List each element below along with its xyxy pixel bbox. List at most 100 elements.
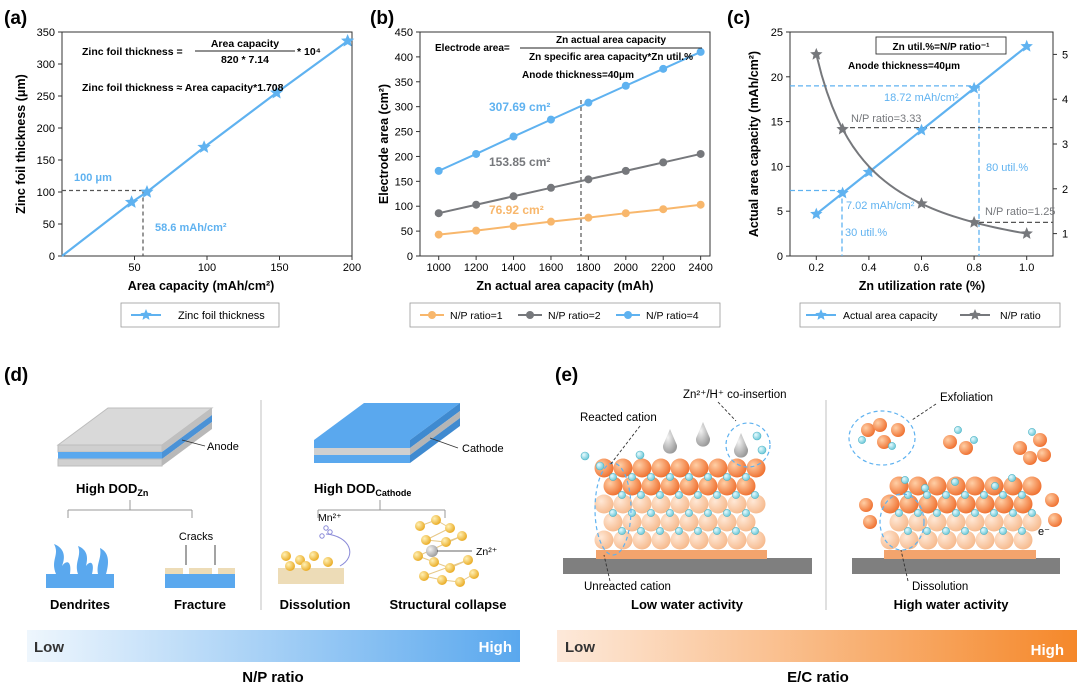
chart-b-xtick-label: 1600 <box>539 262 563 274</box>
chart-b-xtick-label: 1200 <box>464 262 488 274</box>
cathode-slab <box>314 403 460 463</box>
cathode-cation <box>594 530 614 550</box>
chart-a-point <box>269 85 284 99</box>
chart-b-formula-den: Zn specific area capacity*Zn util.% <box>529 52 693 63</box>
cathode-cation <box>937 530 957 550</box>
proton-ion <box>858 436 866 444</box>
lattice-atom <box>445 523 455 533</box>
exfoliated-particles <box>858 418 1062 529</box>
chart-c-np-point <box>915 197 928 209</box>
chart-b-point <box>659 64 668 73</box>
cathode-cation <box>708 494 728 514</box>
chart-b-point <box>584 98 593 107</box>
proton-ion <box>704 473 712 481</box>
chart-b-xtick-label: 2000 <box>614 262 638 274</box>
cathode-particle <box>281 551 291 561</box>
cathode-cation <box>918 494 938 514</box>
dendrites-label: Dendrites <box>50 597 110 612</box>
cathode-cation <box>708 458 728 478</box>
exfoliated-cation <box>943 435 957 449</box>
chart-c-ytick-left-label: 10 <box>771 161 783 173</box>
chart-a-legend-label: Zinc foil thickness <box>178 310 265 322</box>
proton-ion <box>637 491 645 499</box>
chart-b-legend-marker <box>428 311 436 319</box>
cathode-cation <box>994 530 1014 550</box>
exfoliated-cation <box>859 498 873 512</box>
proton-ion <box>656 491 664 499</box>
cathode-cation <box>956 494 976 514</box>
lattice-atom <box>463 555 473 565</box>
cathode-cation <box>651 530 671 550</box>
lattice-atom <box>469 569 479 579</box>
chart-b-point <box>621 81 630 90</box>
cathode-cation <box>1003 512 1023 532</box>
chart-b-legend-marker <box>624 311 632 319</box>
cathode-cation <box>708 530 728 550</box>
proton-ion <box>921 484 929 492</box>
proton-ion <box>904 527 912 535</box>
chart-c-capacity-point <box>836 186 849 199</box>
proton-ion <box>647 473 655 481</box>
panel-label-d: (d) <box>4 365 28 386</box>
proton-ion <box>742 473 750 481</box>
proton-ion <box>685 473 693 481</box>
cathode-cation <box>1022 476 1042 496</box>
chart-a-ylabel: Zinc foil thickness (μm) <box>14 74 28 214</box>
chart-b-ytick-label: 250 <box>395 127 413 139</box>
lattice-atom <box>441 537 451 547</box>
proton-ion <box>713 527 721 535</box>
chart-c-legend-box <box>799 302 1061 328</box>
chart-c-ytick-right-label: 3 <box>1062 139 1068 151</box>
proton-ion <box>751 527 759 535</box>
chart-a-ytick-label: 300 <box>37 59 55 71</box>
chart-b-xtick-label: 1800 <box>576 262 600 274</box>
proton-ion <box>942 527 950 535</box>
cathode-cation <box>727 458 747 478</box>
proton-ion <box>942 491 950 499</box>
proton-ion <box>901 476 909 484</box>
cathode-cation <box>736 512 756 532</box>
zn-ion-label: Zn²⁺ <box>476 546 498 558</box>
chart-b-series-line <box>438 203 701 236</box>
hydronium-droplet <box>663 429 677 454</box>
chart-a-point <box>197 140 211 153</box>
lattice-atom <box>457 531 467 541</box>
chart-b-legend-box <box>409 302 721 328</box>
lattice-atom <box>455 577 465 587</box>
dod-zn-bracket <box>67 500 193 518</box>
co-insertion-pointer <box>717 401 737 422</box>
chart-a-ytick-label: 150 <box>37 155 55 167</box>
cathode-cation <box>603 512 623 532</box>
proton-ion <box>914 509 922 517</box>
proton-ion <box>923 491 931 499</box>
lattice-atom <box>437 575 447 585</box>
chart-c-capacity-point <box>862 165 876 178</box>
chart-b-point <box>546 183 555 192</box>
reacted-cation-ring <box>594 462 632 556</box>
cathode-cation <box>632 494 652 514</box>
cathode-cation <box>641 476 661 496</box>
chart-c-capacity-point <box>915 123 928 136</box>
chart-b-formula-num: Zn actual area capacity <box>556 35 666 46</box>
chart-a-formula-lhs: Zinc foil thickness = <box>82 46 183 58</box>
proton-ion <box>999 527 1007 535</box>
chart-b-ytick-label: 450 <box>395 27 413 39</box>
cathode-cation <box>727 530 747 550</box>
cathode-cation <box>679 476 699 496</box>
proton-ion <box>1028 428 1036 436</box>
chart-b-xtick-label: 2400 <box>688 262 712 274</box>
proton-ion <box>685 509 693 517</box>
chart-b-ylabel: Electrode area (cm²) <box>377 84 391 204</box>
proton-ion <box>628 509 636 517</box>
exfoliation-pointer <box>911 403 937 421</box>
chart-a: 50 100 150 200 0 50 100 150 200 250 300 350 Zinc fo… <box>14 27 361 328</box>
chart-a-xtick-label: 100 <box>198 262 216 274</box>
cracks-label: Cracks <box>179 531 214 543</box>
proton-ion <box>637 527 645 535</box>
chart-c-xlabel: Zn utilization rate (%) <box>859 279 985 293</box>
proton-ion <box>618 527 626 535</box>
chart-c-ytick-right-label: 1 <box>1062 229 1068 241</box>
proton-ion <box>895 509 903 517</box>
cathode-cation <box>899 530 919 550</box>
chart-b-formula-line2: Anode thickness=40μm <box>522 70 634 81</box>
